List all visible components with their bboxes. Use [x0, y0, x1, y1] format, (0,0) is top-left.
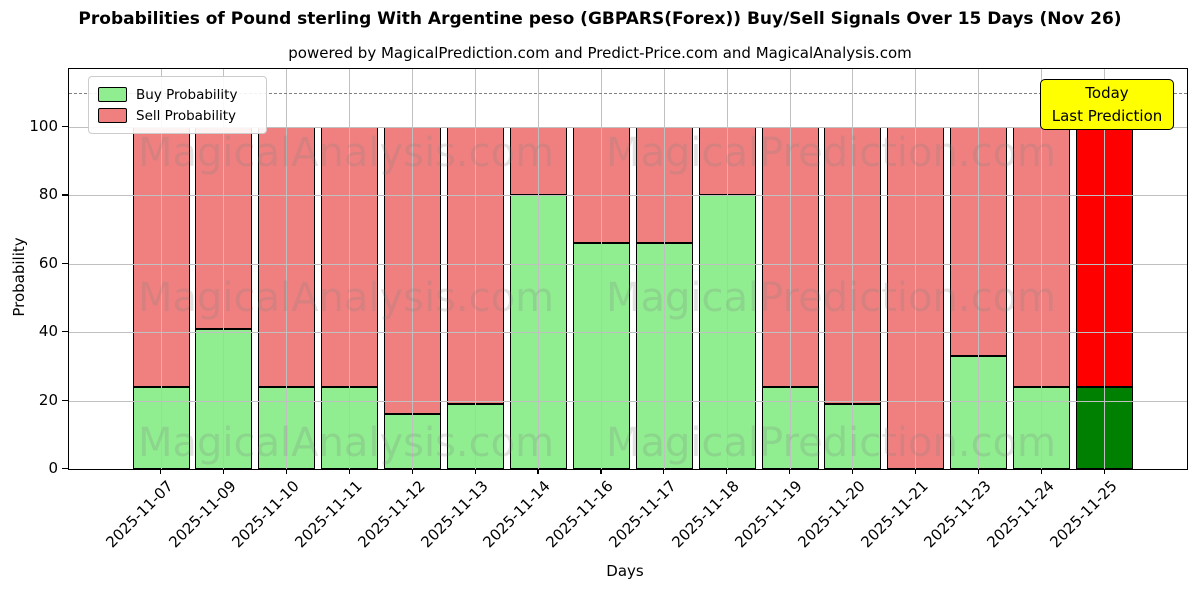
sell-color-swatch	[98, 108, 127, 123]
horizontal-gridline	[69, 263, 1187, 265]
y-tick-mark	[62, 126, 68, 128]
x-tick-label: 2025-11-07	[102, 477, 177, 552]
x-tick-label: 2025-11-11	[291, 477, 366, 552]
x-tick-label: 2025-11-19	[731, 477, 806, 552]
y-tick-mark	[62, 194, 68, 196]
x-tick-mark	[285, 469, 288, 474]
watermark-text: MagicalAnalysis.com	[137, 420, 555, 466]
y-tick-mark	[62, 468, 68, 470]
buy-color-swatch	[98, 87, 127, 102]
x-tick-label: 2025-11-23	[920, 477, 995, 552]
vertical-gridline	[1104, 69, 1105, 469]
x-axis-label: Days	[606, 562, 644, 580]
vertical-gridline	[789, 69, 791, 469]
y-tick-label: 20	[38, 390, 58, 409]
vertical-gridline	[223, 69, 225, 469]
legend-label-buy: Buy Probability	[136, 86, 238, 103]
watermark-text: MagicalAnalysis.com	[137, 130, 555, 176]
vertical-gridline	[600, 69, 602, 469]
dashed-reference-line	[69, 92, 1187, 94]
x-tick-mark	[1103, 469, 1105, 474]
chart-title: Probabilities of Pound sterling With Arg…	[78, 9, 1122, 29]
x-tick-label: 2025-11-16	[542, 477, 618, 552]
vertical-gridline	[286, 69, 288, 469]
vertical-gridline	[663, 69, 665, 469]
vertical-gridline	[726, 69, 728, 469]
x-tick-mark	[348, 469, 350, 474]
x-tick-label: 2025-11-09	[165, 477, 240, 552]
watermark-text: MagicalAnalysis.com	[137, 275, 555, 321]
x-tick-label: 2025-11-13	[416, 477, 492, 552]
x-tick-label: 2025-11-24	[982, 477, 1058, 552]
x-tick-mark	[726, 469, 728, 474]
today-annotation-line2: Last Prediction	[1051, 106, 1163, 125]
watermark-text: MagicalPrediction.com	[606, 275, 1056, 321]
x-tick-mark	[663, 469, 665, 474]
y-tick-label: 100	[29, 117, 58, 135]
horizontal-gridline	[69, 127, 1187, 128]
x-tick-label: 2025-11-18	[668, 477, 743, 552]
x-tick-mark	[914, 469, 917, 474]
plot-area: MagicalAnalysis.com MagicalPrediction.com…	[68, 68, 1188, 470]
watermark-text: MagicalPrediction.com	[606, 130, 1056, 176]
horizontal-gridline	[69, 195, 1187, 197]
x-tick-mark	[977, 469, 979, 474]
watermark-text: MagicalPrediction.com	[606, 420, 1056, 466]
x-tick-label: 2025-11-20	[794, 477, 869, 552]
y-tick-mark	[62, 331, 68, 333]
chart-subtitle: powered by MagicalPrediction.com and Pre…	[288, 44, 912, 62]
x-tick-mark	[474, 469, 476, 474]
horizontal-gridline	[69, 332, 1187, 334]
x-tick-mark	[537, 469, 539, 474]
y-tick-label: 60	[38, 253, 58, 272]
vertical-gridline	[852, 69, 854, 469]
x-tick-mark	[851, 469, 854, 474]
y-tick-label: 0	[48, 459, 58, 477]
today-annotation: Today Last Prediction	[1040, 79, 1174, 130]
x-tick-label: 2025-11-17	[605, 477, 680, 552]
x-tick-label: 2025-11-14	[479, 477, 555, 552]
vertical-gridline	[1041, 69, 1043, 469]
y-tick-mark	[62, 262, 68, 265]
y-tick-mark	[62, 399, 68, 401]
x-tick-mark	[222, 469, 225, 474]
vertical-gridline	[915, 69, 917, 469]
x-tick-label: 2025-11-12	[353, 477, 429, 552]
x-tick-mark	[1040, 469, 1042, 474]
vertical-gridline	[349, 69, 351, 469]
y-tick-label: 80	[38, 185, 58, 204]
legend: Buy Probability Sell Probability	[88, 76, 267, 134]
today-annotation-line1: Today	[1085, 83, 1129, 102]
x-tick-label: 2025-11-25	[1045, 477, 1121, 552]
x-tick-mark	[789, 469, 791, 474]
legend-label-sell: Sell Probability	[136, 107, 237, 124]
y-tick-label: 40	[38, 322, 58, 341]
legend-item-sell: Sell Probability	[98, 105, 256, 126]
vertical-gridline	[160, 69, 162, 469]
vertical-gridline	[978, 69, 980, 469]
vertical-gridline	[475, 69, 476, 469]
x-tick-mark	[160, 469, 162, 474]
x-tick-mark	[600, 469, 602, 474]
vertical-gridline	[412, 69, 414, 469]
vertical-gridline	[537, 69, 539, 469]
horizontal-gridline	[69, 400, 1187, 402]
x-tick-label: 2025-11-21	[857, 477, 932, 552]
legend-item-buy: Buy Probability	[98, 84, 256, 105]
x-tick-mark	[411, 469, 413, 474]
x-tick-label: 2025-11-10	[228, 477, 303, 552]
